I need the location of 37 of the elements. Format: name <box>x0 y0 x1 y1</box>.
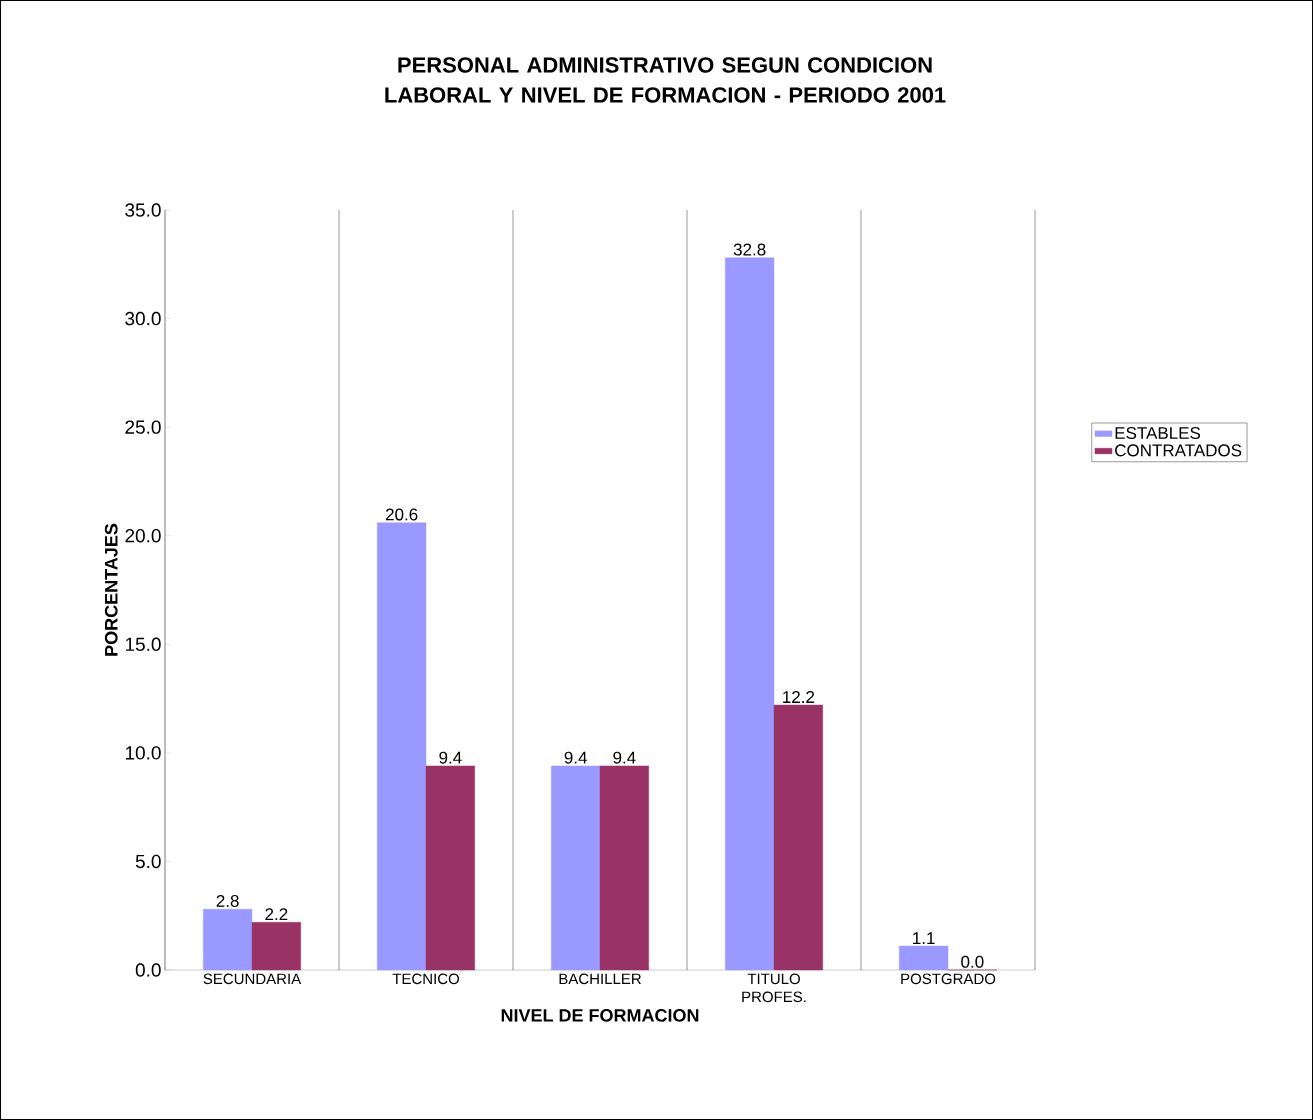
bar <box>425 765 475 971</box>
bar <box>599 765 649 971</box>
x-tick-label: SECUNDARIA <box>203 973 302 985</box>
data-label: 9.4 <box>439 751 462 764</box>
y-axis-title: PORCENTAJES <box>104 523 118 656</box>
bar <box>773 704 823 971</box>
data-label: 1.1 <box>913 932 935 944</box>
y-tick-label: 25.0 <box>125 420 161 434</box>
chart-title: PERSONAL ADMINISTRATIVO SEGUN CONDICION LABORAL Y NIVEL DE FORMACION - PERIODO 2001 <box>385 57 946 103</box>
x-axis-title: NIVEL DE FORMACION <box>501 1009 699 1022</box>
legend-label: ESTABLES <box>1115 426 1201 440</box>
y-tick-label: 35.0 <box>125 203 161 217</box>
x-tick-label: POSTGRADO <box>901 973 996 985</box>
bar <box>899 945 949 971</box>
x-tick-label: TECNICO <box>392 973 460 985</box>
legend-label: CONTRATADOS <box>1115 444 1242 457</box>
data-label: 2.8 <box>216 894 239 908</box>
y-tick-label: 30.0 <box>125 311 161 326</box>
data-label: 2.2 <box>265 908 288 921</box>
bar <box>203 909 253 971</box>
bar <box>251 922 301 971</box>
y-tick-label: 0.0 <box>135 963 161 977</box>
data-label: 9.4 <box>564 751 587 764</box>
data-label: 9.4 <box>613 751 636 764</box>
y-tick-label: 10.0 <box>125 746 161 760</box>
bar <box>377 522 427 971</box>
y-tick-label: 15.0 <box>125 637 161 652</box>
bar <box>725 257 775 971</box>
y-tick-label: 20.0 <box>125 528 161 543</box>
data-label: 12.2 <box>783 691 815 703</box>
data-label: 0.0 <box>961 955 984 968</box>
data-label: 20.6 <box>385 508 418 521</box>
data-label: 32.8 <box>733 243 766 256</box>
y-tick-label: 5.0 <box>135 854 161 869</box>
x-tick-label: TITULO PROFES. <box>742 973 806 1003</box>
x-tick-label: BACHILLER <box>559 973 641 985</box>
bar <box>551 765 601 971</box>
